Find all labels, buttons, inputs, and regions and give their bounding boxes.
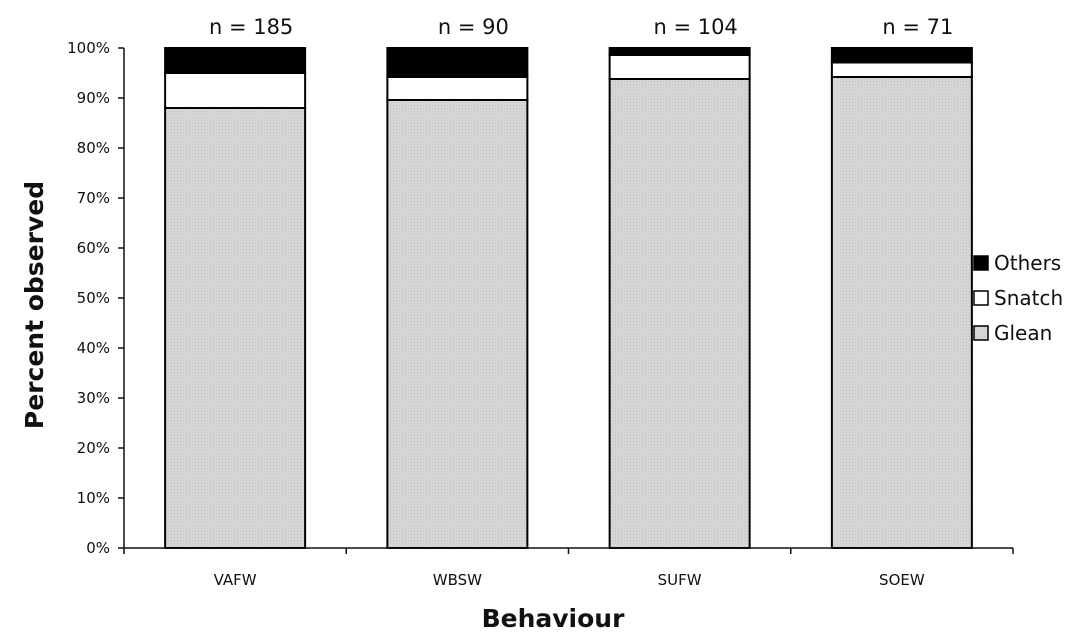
legend-item-others: Others — [973, 251, 1061, 275]
bar-group-soew: n = 71 — [830, 15, 973, 549]
legend-swatch-snatch — [973, 290, 989, 306]
legend-swatch-others — [973, 255, 989, 271]
bar-segment-snatch — [386, 76, 529, 101]
y-tick-label: 90% — [77, 89, 110, 107]
bar-group-vafw: n = 185 — [164, 15, 307, 549]
x-tick-label: WBSW — [433, 571, 482, 589]
legend-swatch-glean — [973, 325, 989, 341]
legend: Others Snatch Glean — [973, 251, 1063, 345]
sample-size-label: n = 90 — [438, 15, 509, 39]
bar-group-sufw: n = 104 — [608, 15, 751, 549]
x-tick-label: SUFW — [658, 571, 702, 589]
y-tick-label: 50% — [77, 289, 110, 307]
bars: n = 185 n = 90 n = 104 n = 71 — [164, 15, 973, 549]
bar-segment-others — [386, 47, 529, 78]
legend-label: Others — [994, 251, 1061, 275]
y-tick-label: 0% — [86, 539, 110, 557]
legend-item-glean: Glean — [973, 321, 1052, 345]
x-tick-label: SOEW — [879, 571, 925, 589]
x-axis: VAFW WBSW SUFW SOEW — [123, 48, 1014, 589]
y-tick-label: 80% — [77, 139, 110, 157]
y-tick-label: 70% — [77, 189, 110, 207]
bar-segment-snatch — [164, 72, 307, 109]
y-axis-ticks: 0% 10% 20% 30% 40% 50% 60% 70% 80% 90% 100% — [67, 39, 124, 557]
sample-size-label: n = 104 — [653, 15, 737, 39]
bar-segment-snatch — [608, 54, 751, 80]
x-axis-title: Behaviour — [482, 604, 626, 632]
bar-segment-glean — [386, 99, 529, 549]
bar-segment-others — [164, 47, 307, 74]
y-tick-label: 30% — [77, 389, 110, 407]
y-tick-label: 20% — [77, 439, 110, 457]
bar-segment-others — [608, 47, 751, 56]
legend-item-snatch: Snatch — [973, 286, 1063, 310]
y-tick-label: 10% — [77, 489, 110, 507]
y-tick-label: 40% — [77, 339, 110, 357]
x-tick-label: VAFW — [214, 571, 257, 589]
bar-segment-glean — [608, 78, 751, 549]
sample-size-label: n = 185 — [209, 15, 293, 39]
bar-segment-snatch — [830, 61, 973, 78]
y-tick-label: 100% — [67, 39, 110, 57]
bar-segment-glean — [830, 76, 973, 549]
bar-segment-glean — [164, 107, 307, 549]
legend-label: Snatch — [994, 286, 1063, 310]
y-tick-label: 60% — [77, 239, 110, 257]
legend-label: Glean — [994, 321, 1052, 345]
y-axis-title: Percent observed — [20, 181, 49, 429]
sample-size-label: n = 71 — [882, 15, 953, 39]
bar-group-wbsw: n = 90 — [386, 15, 529, 549]
bar-segment-others — [830, 47, 973, 64]
